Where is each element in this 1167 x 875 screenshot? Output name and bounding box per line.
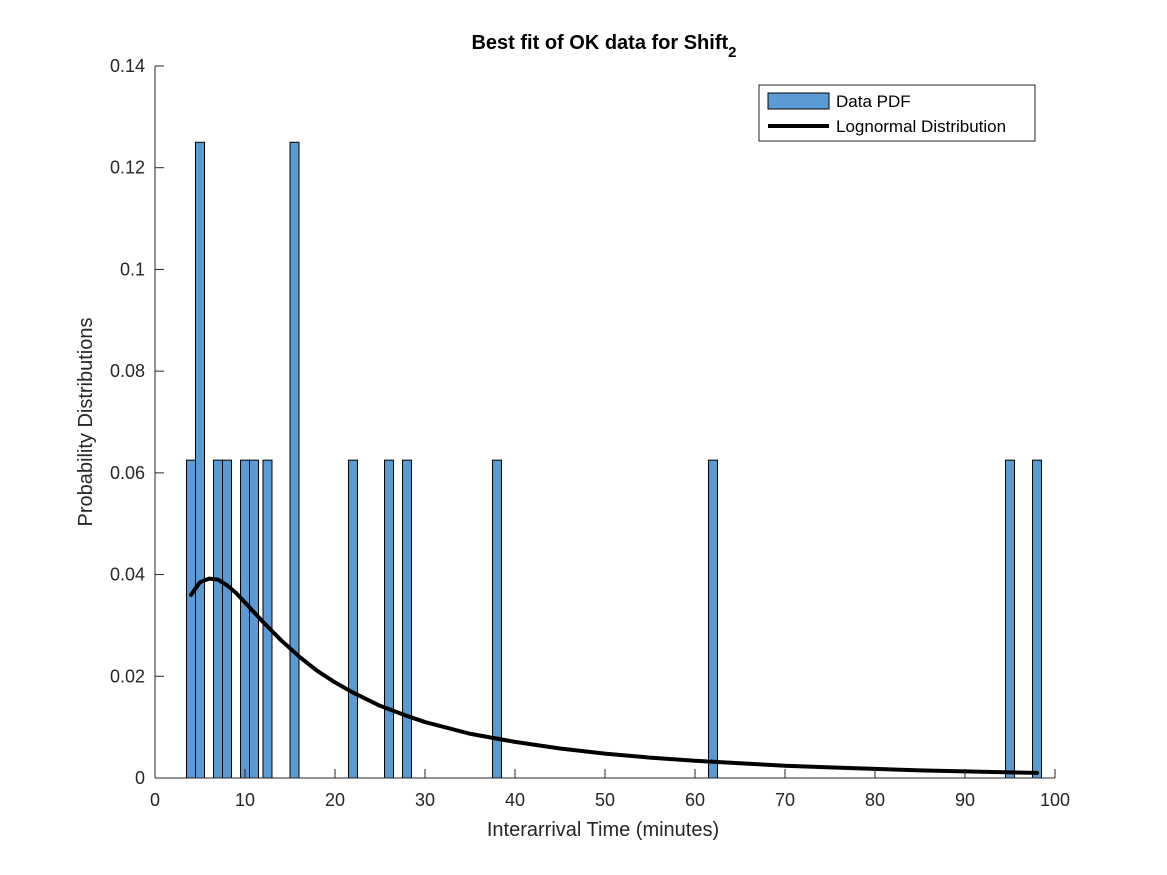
x-tick-label: 70 bbox=[775, 790, 795, 810]
lognormal-curve bbox=[191, 579, 1037, 773]
histogram-bar bbox=[349, 460, 358, 778]
histogram-bar bbox=[709, 460, 718, 778]
histogram-bar bbox=[1006, 460, 1015, 778]
y-tick-label: 0.1 bbox=[120, 259, 145, 279]
x-tick-label: 80 bbox=[865, 790, 885, 810]
y-tick-label: 0.02 bbox=[110, 666, 145, 686]
bars-layer bbox=[187, 142, 1042, 778]
y-tick-label: 0.12 bbox=[110, 158, 145, 178]
histogram-bar bbox=[196, 142, 205, 778]
histogram-bar bbox=[223, 460, 232, 778]
histogram-bar bbox=[493, 460, 502, 778]
y-tick-label: 0 bbox=[135, 768, 145, 788]
y-tick-label: 0.06 bbox=[110, 463, 145, 483]
legend: Data PDF Lognormal Distribution bbox=[759, 85, 1035, 141]
x-tick-label: 10 bbox=[235, 790, 255, 810]
x-tick-label: 50 bbox=[595, 790, 615, 810]
chart-title: Best fit of OK data for Shift2 bbox=[471, 32, 736, 61]
x-tick-label: 0 bbox=[150, 790, 160, 810]
histogram-bar bbox=[214, 460, 223, 778]
histogram-bar bbox=[263, 460, 272, 778]
chart-title-subscript: 2 bbox=[728, 44, 736, 61]
histogram-bar bbox=[403, 460, 412, 778]
x-tick-label: 100 bbox=[1040, 790, 1070, 810]
legend-swatch-data-pdf bbox=[768, 93, 829, 109]
histogram-bar bbox=[187, 460, 196, 778]
histogram-bar bbox=[290, 142, 299, 778]
x-tick-label: 30 bbox=[415, 790, 435, 810]
x-axis-title: Interarrival Time (minutes) bbox=[487, 819, 719, 841]
histogram-bar bbox=[1033, 460, 1042, 778]
histogram-bar bbox=[250, 460, 259, 778]
x-tick-label: 60 bbox=[685, 790, 705, 810]
x-tick-label: 40 bbox=[505, 790, 525, 810]
histogram-bar bbox=[241, 460, 250, 778]
legend-label-data-pdf: Data PDF bbox=[836, 92, 911, 111]
y-tick-label: 0.14 bbox=[110, 56, 145, 76]
legend-label-lognormal: Lognormal Distribution bbox=[836, 117, 1006, 136]
chart-title-main: Best fit of OK data for Shift bbox=[471, 32, 728, 54]
y-axis-title: Probability Distributions bbox=[75, 318, 97, 527]
line-layer bbox=[191, 579, 1037, 773]
x-tick-label: 90 bbox=[955, 790, 975, 810]
y-tick-label: 0.08 bbox=[110, 361, 145, 381]
x-tick-label: 20 bbox=[325, 790, 345, 810]
histogram-bar bbox=[385, 460, 394, 778]
y-tick-label: 0.04 bbox=[110, 565, 145, 585]
